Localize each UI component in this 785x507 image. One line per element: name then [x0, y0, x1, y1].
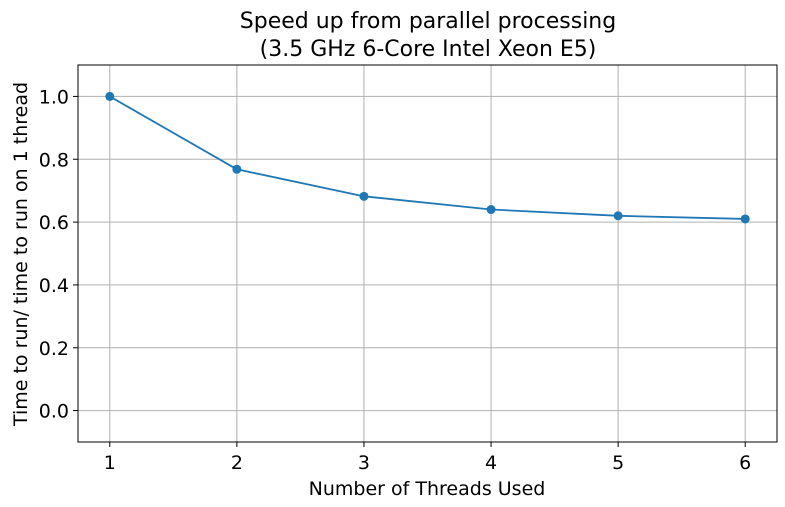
data-point-marker [232, 164, 242, 174]
data-point-marker [613, 211, 623, 221]
series-line [108, 95, 747, 220]
y-tick-label: 1.0 [39, 86, 69, 108]
data-point-marker [105, 91, 115, 101]
y-tick-label: 0.6 [39, 212, 69, 234]
data-point-marker [486, 205, 496, 215]
tick-layer: 1 2 3 4 5 6 0.0 0.2 0.4 0.6 0.8 1.0 [39, 86, 751, 474]
y-tick-label: 0.2 [39, 338, 69, 360]
x-tick-label: 4 [485, 452, 497, 474]
plot-frame [77, 64, 778, 443]
x-axis-label: Number of Threads Used [309, 478, 546, 500]
x-tick-label: 1 [104, 452, 116, 474]
x-tick-label: 3 [358, 452, 370, 474]
chart-title-line-2: (3.5 GHz 6-Core Intel Xeon E5) [260, 37, 597, 62]
y-tick-label: 0.4 [39, 275, 69, 297]
series-layer [105, 91, 750, 224]
grid-lines [78, 65, 777, 442]
y-tick-label: 0.0 [39, 401, 69, 423]
x-tick-label: 2 [231, 452, 243, 474]
data-point-marker [740, 214, 750, 224]
data-point-marker [359, 191, 369, 201]
x-tick-label: 6 [739, 452, 751, 474]
y-axis-label: Time to run/ time to run on 1 thread [10, 82, 32, 427]
chart-title-line-1: Speed up from parallel processing [240, 9, 616, 34]
x-tick-label: 5 [612, 452, 624, 474]
y-tick-label: 0.8 [39, 149, 69, 171]
